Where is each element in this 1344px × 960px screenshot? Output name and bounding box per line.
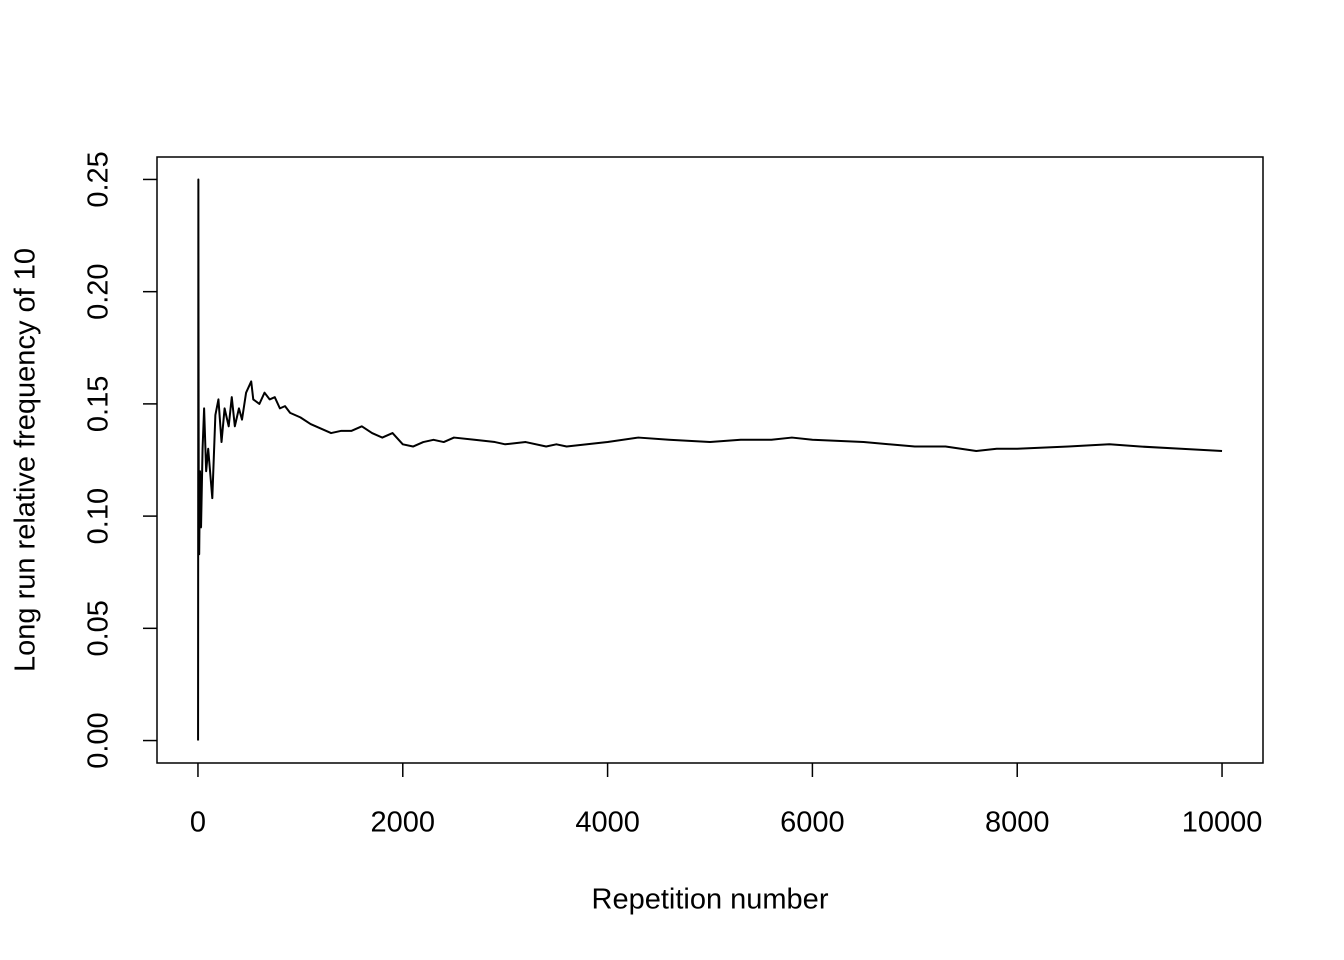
y-tick-label: 0.15 bbox=[83, 376, 115, 432]
x-tick-label: 8000 bbox=[985, 807, 1050, 839]
y-tick-label: 0.00 bbox=[83, 712, 115, 768]
x-tick-label: 0 bbox=[190, 807, 206, 839]
y-tick-label: 0.10 bbox=[83, 488, 115, 544]
y-tick-label: 0.25 bbox=[83, 151, 115, 207]
plot-box bbox=[156, 156, 1264, 764]
x-tick-label: 2000 bbox=[371, 807, 436, 839]
y-tick-label: 0.20 bbox=[83, 263, 115, 319]
y-axis-label: Long run relative frequency of 10 bbox=[10, 248, 42, 672]
x-tick-label: 4000 bbox=[575, 807, 640, 839]
x-tick-label: 6000 bbox=[780, 807, 845, 839]
y-tick-label: 0.05 bbox=[83, 600, 115, 656]
x-axis-label: Repetition number bbox=[592, 884, 829, 916]
x-tick-label: 10000 bbox=[1182, 807, 1263, 839]
data-line bbox=[197, 178, 1223, 741]
